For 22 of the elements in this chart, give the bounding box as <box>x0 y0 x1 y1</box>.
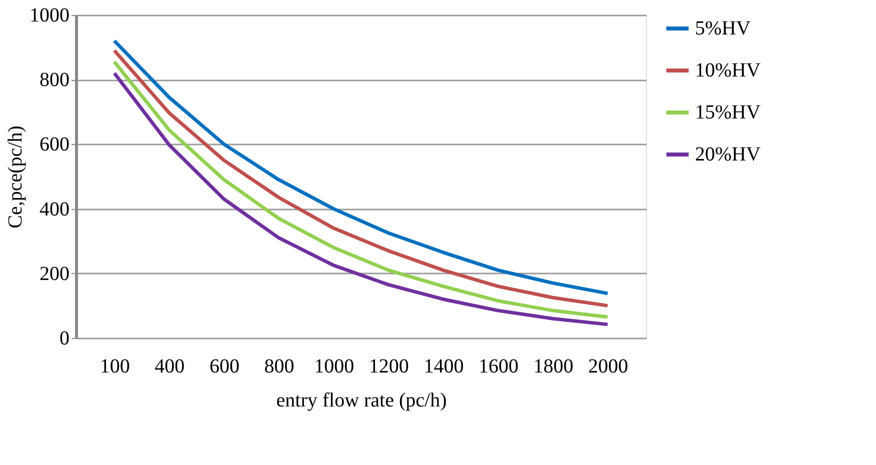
x-tick-label: 400 <box>154 356 185 378</box>
x-tick-label: 800 <box>264 356 294 378</box>
x-tick-label: 1400 <box>424 356 464 378</box>
x-tick-label: 1800 <box>533 356 574 378</box>
y-tick-label: 800 <box>40 69 70 92</box>
x-tick-label: 1600 <box>478 356 519 378</box>
x-tick-label: 1200 <box>368 356 409 378</box>
x-tick-label: 600 <box>209 356 240 378</box>
legend-label: 15%HV <box>695 102 762 124</box>
y-tick-label: 1000 <box>30 4 70 26</box>
y-tick-label: 600 <box>40 134 70 156</box>
y-axis-title: Ce,pce(pc/h) <box>4 126 26 228</box>
x-tick-label: 1000 <box>314 356 354 378</box>
y-tick-label: 400 <box>40 198 70 220</box>
legend-label: 20%HV <box>695 144 762 166</box>
legend-label: 10%HV <box>695 60 762 82</box>
y-tick-label: 0 <box>60 328 70 350</box>
x-tick-label: 100 <box>100 356 130 378</box>
legend-label: 5%HV <box>695 18 752 40</box>
x-tick-label: 2000 <box>588 356 628 378</box>
y-tick-label: 200 <box>40 262 70 285</box>
x-axis-title: entry flow rate (pc/h) <box>276 390 447 412</box>
